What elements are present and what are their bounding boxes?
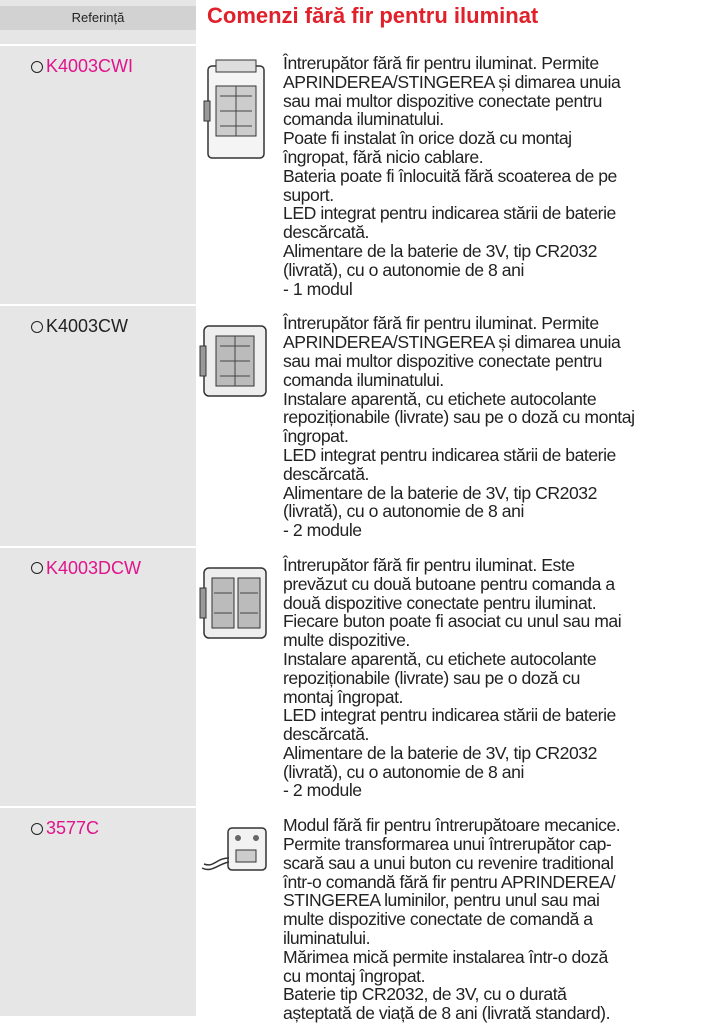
description-line: suport.	[283, 184, 334, 205]
description-line: STINGEREA luminilor, pentru unul sau mai	[283, 890, 600, 911]
description-line: scară sau a unui buton cu revenire tradi…	[283, 852, 614, 873]
description-line: - 2 module	[283, 780, 362, 801]
product-list: K4003CWI Întrerupător fără fir pentru ilu…	[0, 44, 722, 1029]
reference: K4003CWI	[30, 56, 133, 77]
description-line: așteptată de viață de 8 ani (livrată sta…	[283, 1003, 611, 1024]
product-row: K4003CW Întrerupător fără fir pentru ilum…	[0, 304, 722, 546]
description-line: îngropat.	[283, 426, 349, 447]
description-line: LED integrat pentru indicarea stării de …	[283, 705, 616, 726]
description-line: comanda iluminatului.	[283, 109, 444, 130]
description-line: APRINDEREA/STINGEREA și dimarea unuia	[283, 71, 621, 92]
description-line: Instalare aparentă, cu etichete autocola…	[283, 648, 597, 669]
product-image	[196, 316, 276, 411]
reference: 3577C	[30, 818, 99, 839]
description-line: APRINDEREA/STINGEREA și dimarea unuia	[283, 332, 621, 353]
description-line: Fiecare buton poate fi asociat cu unul s…	[283, 611, 622, 632]
description-line: Bateria poate fi înlocuită fără scoatere…	[283, 165, 617, 186]
description-line: Baterie tip CR2032, de 3V, cu o durată	[283, 984, 567, 1005]
description-line: repoziționabile (livrate) sau pe o doză …	[283, 667, 580, 688]
description-line: prevăzut cu două butoane pentru comanda …	[283, 573, 615, 594]
description-line: sau mai multor dispozitive conectate pen…	[283, 90, 603, 111]
description-line: - 2 module	[283, 520, 362, 541]
description-line: Alimentare de la baterie de 3V, tip CR20…	[283, 240, 597, 261]
reference: K4003CW	[30, 316, 128, 337]
description-line: Permite transformarea unui întrerupător …	[283, 834, 612, 855]
checkbox-circle	[31, 320, 43, 333]
description-line: LED integrat pentru indicarea stării de …	[283, 203, 616, 224]
description-line: (livrată), cu o autonomie de 8 ani	[283, 501, 524, 522]
reference-code: 3577C	[46, 818, 100, 839]
description-line: Întrerupător fără fir pentru iluminat. P…	[283, 53, 599, 73]
description-line: iluminatului.	[283, 928, 371, 949]
description-line: două dispozitive conectate pentru ilumin…	[283, 592, 597, 613]
description-line: Instalare aparentă, cu etichete autocola…	[283, 388, 597, 409]
description-line: descărcată.	[283, 724, 369, 745]
description-line: comanda iluminatului.	[283, 369, 444, 390]
reference-column	[0, 0, 196, 1016]
description-line: montaj îngropat.	[283, 686, 403, 707]
description-line: descărcată.	[283, 463, 369, 484]
reference-code: K4003CWI	[46, 56, 134, 76]
description-line: Întrerupător fără fir pentru iluminat. E…	[283, 554, 575, 575]
description-line: multe dispozitive conectate de comandă a	[283, 909, 593, 930]
description-line: Mărimea mică permite instalarea într-o d…	[283, 946, 608, 967]
description: Întrerupător fără fir pentru iluminat. E…	[283, 556, 722, 806]
product-image	[196, 56, 276, 171]
description-line: descărcată.	[283, 222, 369, 243]
checkbox-circle	[31, 822, 43, 835]
description-line: îngropat, fără nicio cablare.	[283, 146, 484, 167]
reference-label: Referință	[0, 6, 196, 30]
description-line: (livrată), cu o autonomie de 8 ani	[283, 259, 524, 280]
checkbox-circle	[31, 60, 43, 73]
description: Întrerupător fără fir pentru iluminat. P…	[283, 54, 722, 304]
product-row: K4003DCW Întrerupător fără fir pentru ilu…	[0, 545, 722, 806]
reference: K4003DCW	[30, 558, 141, 579]
description-line: LED integrat pentru indicarea stării de …	[283, 444, 616, 465]
product-row: 3577C Modul fără fir pentru întrerupătoar…	[0, 806, 722, 1029]
reference-code: K4003DCW	[46, 557, 142, 578]
description-line: într-o comandă fără fir pentru APRINDERE…	[283, 871, 616, 892]
title: Comenzi fără fir pentru iluminat	[207, 3, 539, 28]
description-line: Modul fără fir pentru întrerupătoare mec…	[283, 815, 621, 836]
product-image	[196, 558, 276, 653]
product-row: K4003CWI Întrerupător fără fir pentru ilu…	[0, 44, 722, 304]
description-line: multe dispozitive.	[283, 630, 410, 651]
reference-code: K4003CW	[46, 316, 129, 337]
product-image	[196, 818, 276, 893]
description-line: sau mai multor dispozitive conectate pen…	[283, 350, 603, 371]
checkbox-circle	[31, 562, 43, 575]
description-line: - 1 modul	[283, 278, 353, 299]
description-line: (livrată), cu o autonomie de 8 ani	[283, 761, 524, 782]
description: Modul fără fir pentru întrerupătoare mec…	[283, 816, 722, 1029]
description: Întrerupător fără fir pentru iluminat. P…	[283, 314, 722, 546]
description-line: repoziționabile (livrate) sau pe o doză …	[283, 407, 635, 428]
description-line: cu montaj îngropat.	[283, 965, 426, 986]
description-line: Alimentare de la baterie de 3V, tip CR20…	[283, 482, 597, 503]
description-line: Poate fi instalat în orice doză cu monta…	[283, 128, 572, 149]
description-line: Alimentare de la baterie de 3V, tip CR20…	[283, 742, 597, 763]
description-line: Întrerupător fără fir pentru iluminat. P…	[283, 313, 599, 334]
header: Referință Comenzi fără fir pentru ilumin…	[0, 0, 722, 44]
